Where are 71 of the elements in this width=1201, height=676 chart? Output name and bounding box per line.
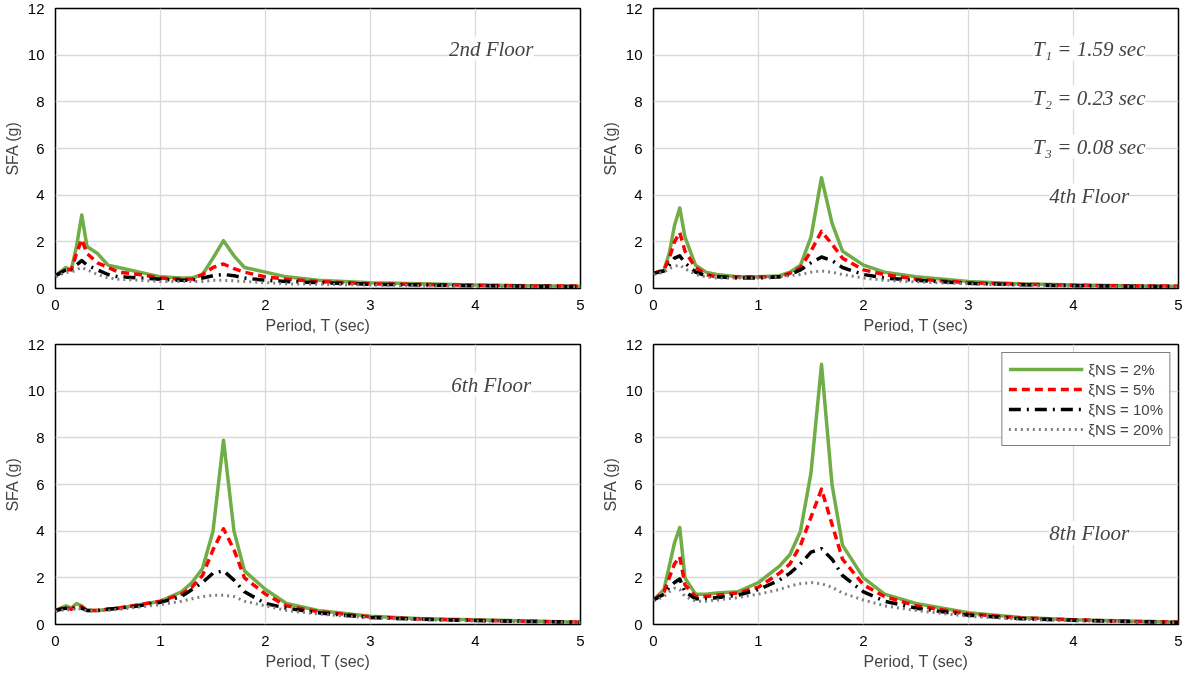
y-tick-label: 8: [36, 92, 45, 110]
legend-label: ξNS = 5%: [1088, 380, 1155, 398]
x-axis-title: Period, T (sec): [863, 316, 968, 334]
y-tick-label: 6: [634, 475, 643, 493]
annotation: T₃ = 0.08 sec: [1033, 134, 1147, 159]
annotation: 8th Floor: [1049, 520, 1131, 545]
y-tick-label: 10: [625, 46, 643, 64]
y-tick-label: 4: [634, 522, 643, 540]
y-tick-label: 6: [36, 139, 45, 157]
y-tick-label: 4: [634, 186, 643, 204]
x-tick-label: 5: [576, 631, 585, 649]
y-tick-label: 0: [634, 615, 643, 633]
annotation: 4th Floor: [1049, 183, 1131, 208]
x-tick-label: 0: [649, 631, 658, 649]
y-tick-label: 2: [634, 568, 643, 586]
y-axis-title: SFA (g): [601, 122, 619, 176]
x-axis-title: Period, T (sec): [863, 652, 968, 670]
annotation: T₁ = 1.59 sec: [1033, 36, 1147, 61]
y-tick-label: 2: [36, 232, 45, 250]
x-tick-label: 1: [754, 295, 763, 313]
x-tick-label: 4: [471, 295, 480, 313]
y-tick-label: 12: [625, 335, 643, 353]
y-tick-label: 12: [27, 335, 45, 353]
x-tick-label: 4: [1069, 631, 1078, 649]
y-tick-label: 4: [36, 186, 45, 204]
y-tick-label: 8: [36, 428, 45, 446]
x-tick-label: 4: [471, 631, 480, 649]
legend-label: ξNS = 10%: [1088, 400, 1163, 418]
x-tick-label: 3: [964, 631, 973, 649]
annotation: T₂ = 0.23 sec: [1033, 85, 1147, 110]
annotation: 2nd Floor: [448, 36, 535, 61]
y-tick-label: 8: [634, 428, 643, 446]
y-axis-title: SFA (g): [3, 458, 21, 512]
y-tick-label: 6: [36, 475, 45, 493]
x-tick-label: 1: [754, 631, 763, 649]
legend-label: ξNS = 20%: [1088, 420, 1163, 438]
x-tick-label: 2: [859, 295, 868, 313]
y-tick-label: 12: [27, 0, 45, 17]
y-tick-label: 0: [634, 279, 643, 297]
legend-label: ξNS = 2%: [1088, 360, 1155, 378]
y-tick-label: 12: [625, 0, 643, 17]
x-axis-title: Period, T (sec): [265, 316, 370, 334]
x-tick-label: 0: [649, 295, 658, 313]
y-tick-label: 10: [625, 382, 643, 400]
x-tick-label: 2: [261, 631, 270, 649]
y-axis-title: SFA (g): [601, 458, 619, 512]
annotation: 6th Floor: [451, 372, 533, 397]
x-tick-label: 1: [156, 295, 165, 313]
x-tick-label: 5: [1174, 631, 1183, 649]
x-tick-label: 4: [1069, 295, 1078, 313]
x-axis-title: Period, T (sec): [265, 652, 370, 670]
x-tick-label: 2: [859, 631, 868, 649]
x-tick-label: 0: [51, 631, 60, 649]
y-tick-label: 4: [36, 522, 45, 540]
y-tick-label: 2: [634, 232, 643, 250]
y-tick-label: 0: [36, 615, 45, 633]
x-tick-label: 3: [964, 295, 973, 313]
y-tick-label: 10: [27, 382, 45, 400]
y-tick-label: 2: [36, 568, 45, 586]
x-tick-label: 5: [1174, 295, 1183, 313]
x-tick-label: 1: [156, 631, 165, 649]
y-axis-title: SFA (g): [3, 122, 21, 176]
x-tick-label: 3: [366, 295, 375, 313]
y-tick-label: 6: [634, 139, 643, 157]
x-tick-label: 5: [576, 295, 585, 313]
x-tick-label: 3: [366, 631, 375, 649]
y-tick-label: 0: [36, 279, 45, 297]
x-tick-label: 0: [51, 295, 60, 313]
y-tick-label: 10: [27, 46, 45, 64]
y-tick-label: 8: [634, 92, 643, 110]
x-tick-label: 2: [261, 295, 270, 313]
